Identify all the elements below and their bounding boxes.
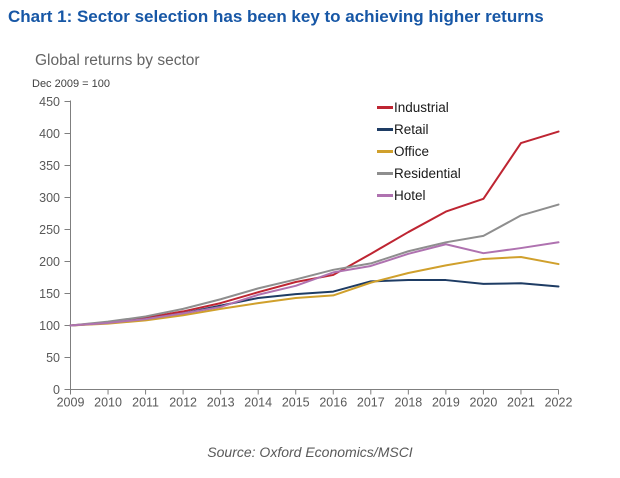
y-tick-label: 400 bbox=[39, 127, 60, 141]
x-tick-label: 2020 bbox=[470, 396, 498, 410]
legend-item-industrial: Industrial bbox=[377, 96, 461, 118]
y-tick-label: 350 bbox=[39, 159, 60, 173]
source-note: Source: Oxford Economics/MSCI bbox=[207, 444, 413, 460]
x-tick-label: 2011 bbox=[132, 396, 159, 410]
x-tick-label: 2015 bbox=[282, 396, 310, 410]
y-tick-label: 0 bbox=[53, 383, 60, 397]
axis-frame bbox=[70, 100, 559, 390]
legend-item-residential: Residential bbox=[377, 162, 461, 184]
y-tick-label: 300 bbox=[39, 191, 60, 205]
chart-legend: Industrial Retail Office Residential Hotel bbox=[377, 96, 461, 206]
axis-unit-note: Dec 2009 = 100 bbox=[32, 78, 110, 90]
x-tick-label: 2022 bbox=[545, 396, 573, 410]
legend-swatch-residential bbox=[377, 171, 393, 175]
x-tick-label: 2012 bbox=[169, 396, 197, 410]
legend-swatch-hotel bbox=[377, 193, 393, 197]
legend-item-retail: Retail bbox=[377, 118, 461, 140]
y-tick-label: 250 bbox=[39, 223, 60, 237]
x-tick-label: 2018 bbox=[394, 396, 422, 410]
x-tick-label: 2021 bbox=[507, 396, 535, 410]
legend-swatch-office bbox=[377, 149, 393, 153]
x-tick-label: 2019 bbox=[432, 396, 460, 410]
legend-label: Retail bbox=[394, 121, 429, 137]
legend-label: Office bbox=[394, 143, 430, 159]
series-line-residential bbox=[69, 203, 560, 327]
y-tick-label: 200 bbox=[39, 255, 60, 269]
x-tick-label: 2010 bbox=[94, 396, 122, 410]
legend-item-hotel: Hotel bbox=[377, 184, 461, 206]
legend-label: Industrial bbox=[394, 99, 449, 115]
y-tick-label: 450 bbox=[39, 95, 60, 109]
legend-label: Hotel bbox=[394, 187, 426, 203]
y-tick-label: 150 bbox=[39, 287, 60, 301]
legend-swatch-retail bbox=[377, 127, 393, 131]
x-tick-label: 2017 bbox=[357, 396, 385, 410]
series-line-office bbox=[69, 256, 560, 327]
y-tick-label: 50 bbox=[46, 351, 60, 365]
y-tick-label: 100 bbox=[39, 319, 60, 333]
legend-item-office: Office bbox=[377, 140, 461, 162]
chart-title: Chart 1: Sector selection has been key t… bbox=[8, 7, 544, 26]
legend-swatch-industrial bbox=[377, 105, 393, 109]
series-line-hotel bbox=[69, 241, 560, 327]
x-tick-label: 2014 bbox=[244, 396, 272, 410]
chart-subtitle: Global returns by sector bbox=[35, 52, 200, 69]
x-tick-label: 2016 bbox=[319, 396, 347, 410]
legend-label: Residential bbox=[394, 165, 461, 181]
x-tick-label: 2009 bbox=[57, 396, 85, 410]
x-tick-label: 2013 bbox=[207, 396, 235, 410]
